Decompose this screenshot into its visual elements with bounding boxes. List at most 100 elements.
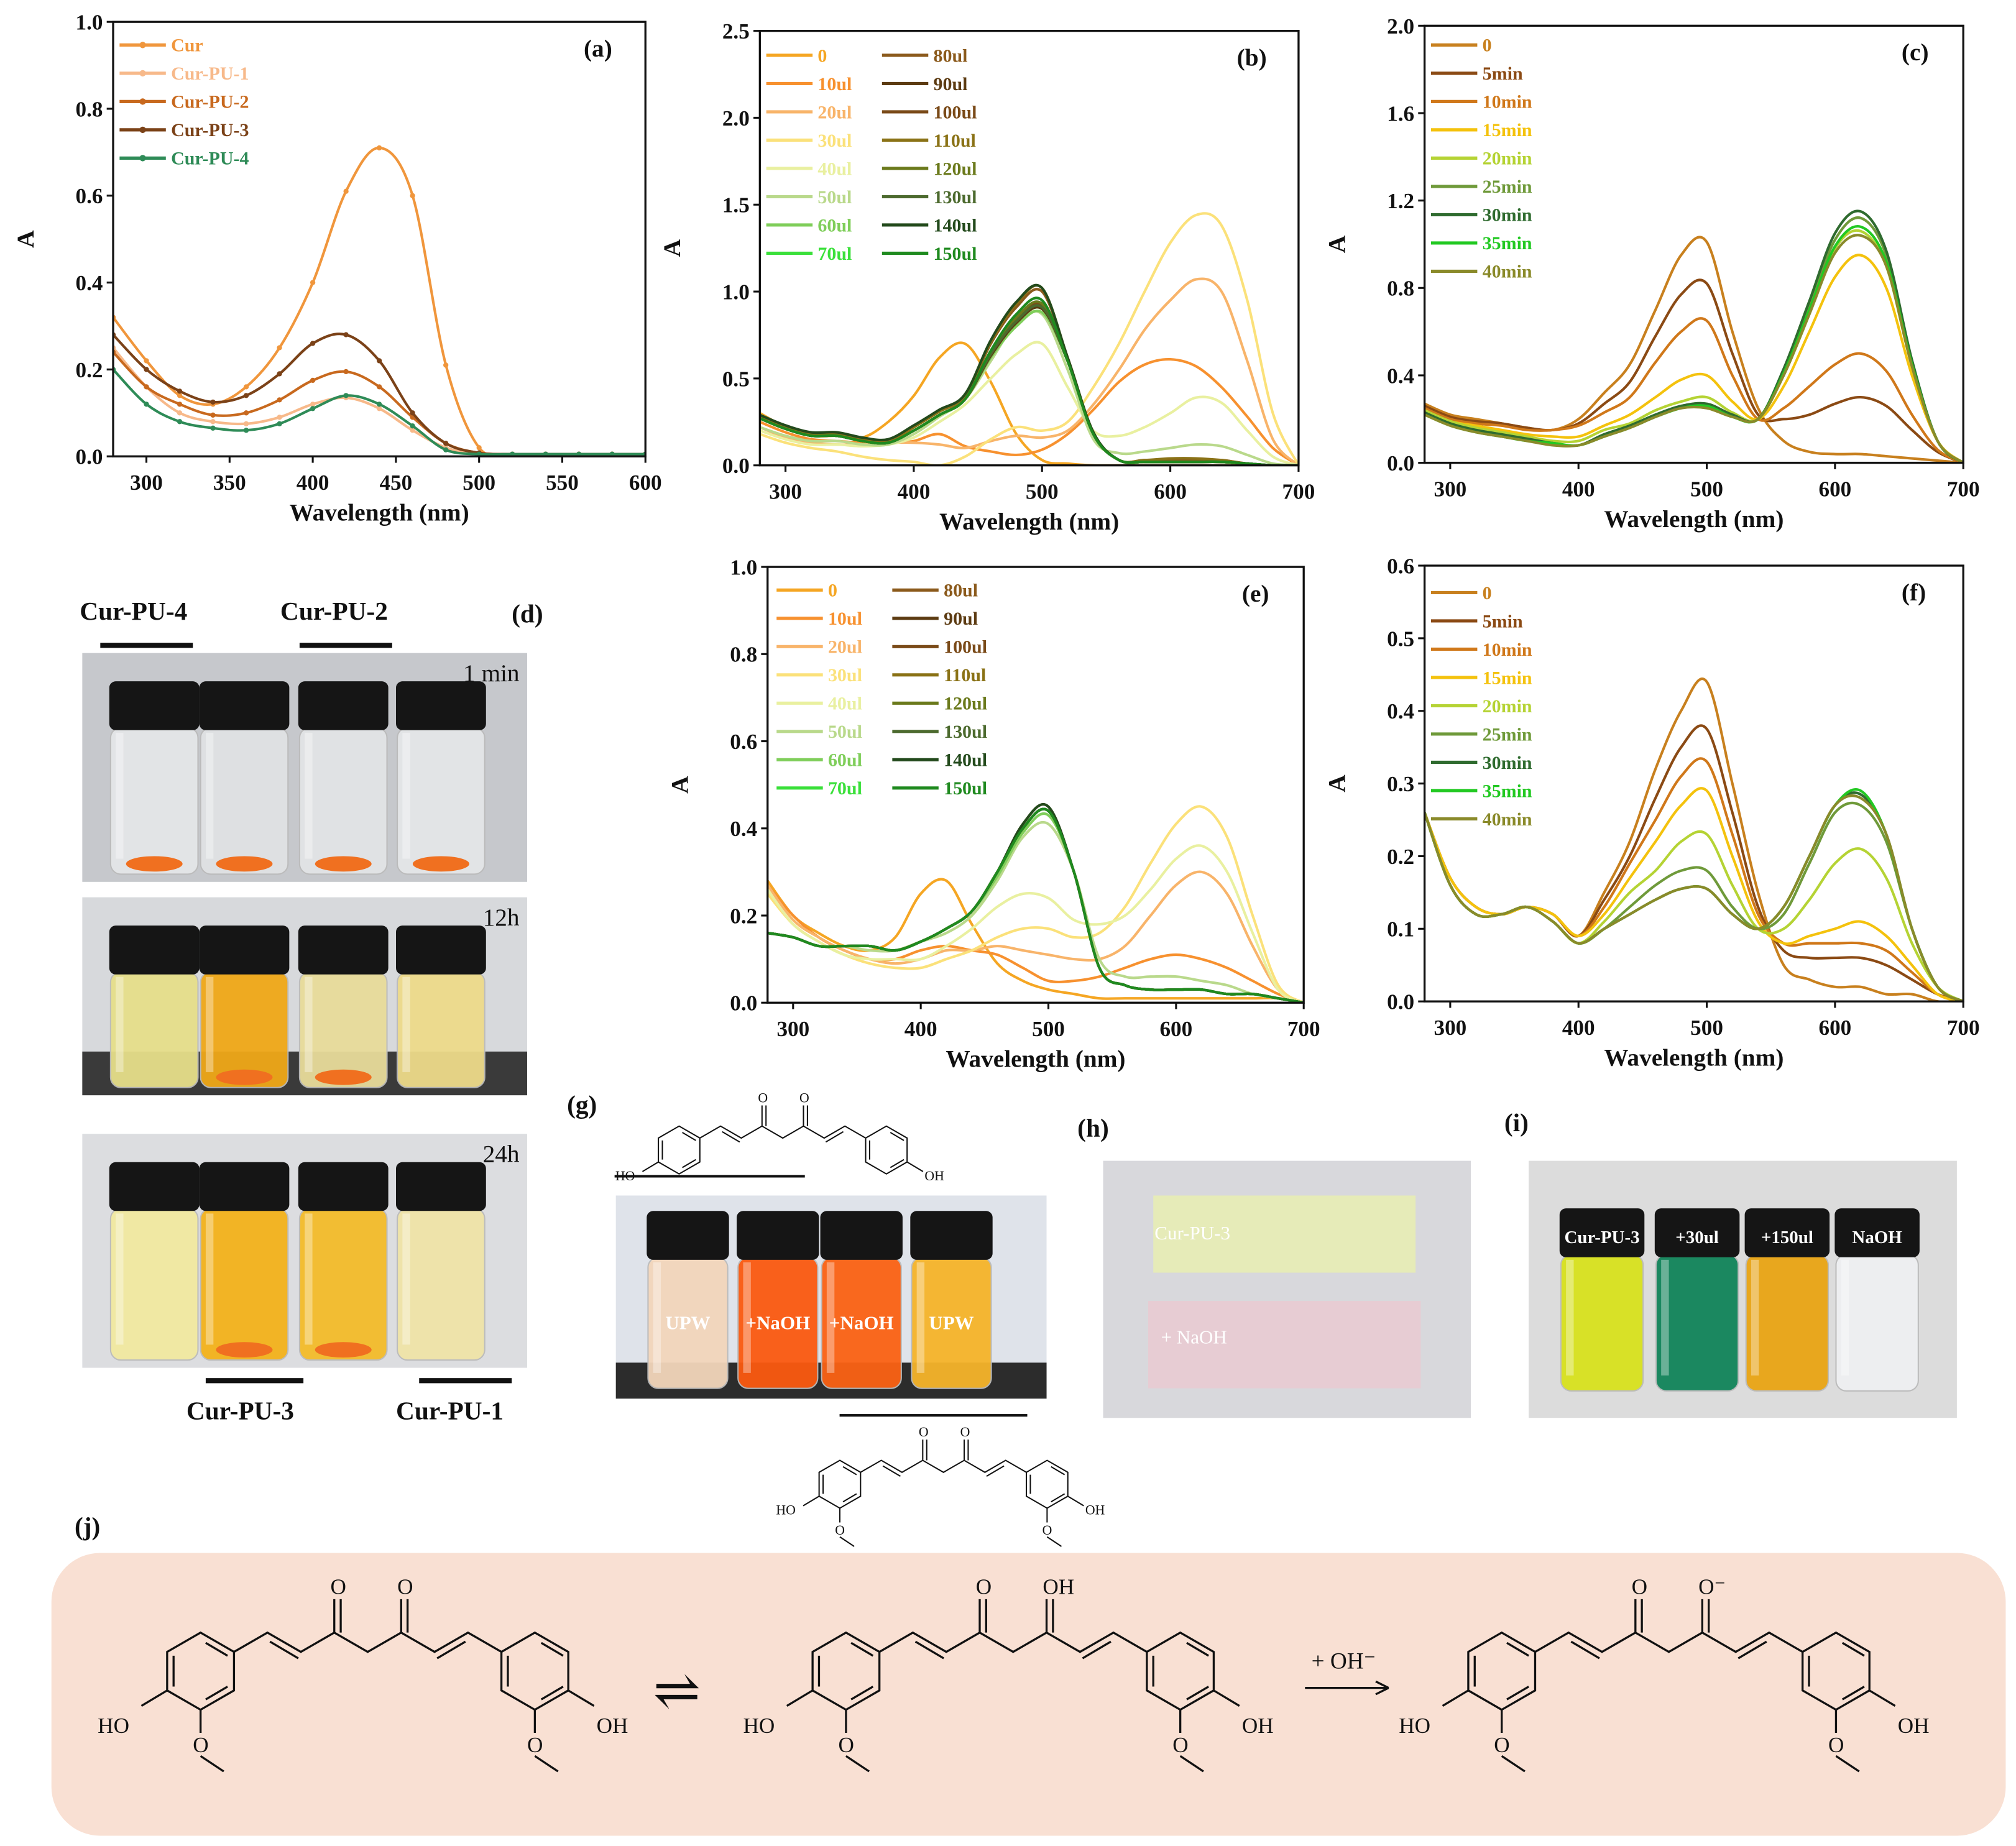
vial-cap xyxy=(647,1211,729,1260)
series-line-150ul xyxy=(760,296,1299,466)
oh-label: OH xyxy=(1898,1714,1930,1738)
ho-label: HO xyxy=(776,1503,795,1518)
legend-item: 150ul xyxy=(892,778,987,799)
methoxy-o-label: O xyxy=(1172,1733,1188,1757)
data-point-Cur-PU-4 xyxy=(243,428,249,433)
data-point-Cur-PU-2 xyxy=(310,377,316,383)
legend-label: 50ul xyxy=(817,187,852,208)
vial-glare xyxy=(916,1262,925,1373)
legend-item: 30min xyxy=(1430,205,1532,226)
vial-label: UPW xyxy=(665,1312,710,1334)
x-tick-label: 550 xyxy=(546,471,579,495)
data-point-Cur xyxy=(243,384,249,390)
plot-frame xyxy=(1423,24,1964,464)
vial-cap xyxy=(298,1162,389,1211)
series-line-120ul xyxy=(767,807,1304,1003)
vial-cap xyxy=(396,925,486,975)
legend-item: 60ul xyxy=(766,215,852,236)
series-lines xyxy=(767,803,1304,1003)
oh-label: OH xyxy=(1085,1503,1105,1518)
legend-label: 130ul xyxy=(934,187,977,208)
methoxy-o-label: O xyxy=(527,1733,543,1757)
legend-label: 70ul xyxy=(817,244,852,264)
series-line-40min xyxy=(1424,234,1964,463)
legend-item: 25min xyxy=(1430,724,1532,745)
legend-item: 35min xyxy=(1430,781,1532,801)
ho-label: HO xyxy=(98,1714,129,1738)
series-lines xyxy=(1424,677,1964,1002)
legend-label: Cur xyxy=(171,35,203,56)
strip-label: + NaOH xyxy=(1161,1326,1227,1348)
data-point-Cur-PU-4 xyxy=(576,451,582,457)
photo-d-row: 1 min xyxy=(82,653,527,882)
sediment xyxy=(216,856,273,872)
x-axis-label: Wavelength (nm) xyxy=(290,500,469,526)
vial-label: +NaOH xyxy=(829,1312,894,1334)
photo-d-row: 12h xyxy=(82,897,527,1096)
o-label: O xyxy=(976,1575,992,1599)
y-tick-label: 0.2 xyxy=(76,358,103,382)
legend-item: 0 xyxy=(1430,583,1492,604)
reaction-scheme-background xyxy=(51,1553,2006,1836)
vial: Cur-PU-3 xyxy=(1559,1208,1645,1392)
x-tick-label: 300 xyxy=(130,471,163,495)
data-point-Cur-PU-4 xyxy=(543,451,548,457)
y-tick-label: 0.6 xyxy=(1387,554,1414,578)
x-tick-label: 500 xyxy=(1690,1016,1723,1040)
legend-label: 120ul xyxy=(934,158,977,179)
vial-body xyxy=(397,1208,486,1361)
legend-label: 150ul xyxy=(944,778,987,799)
data-point-Cur-PU-4 xyxy=(343,393,349,398)
vial-glare xyxy=(653,1262,661,1373)
vial-glare xyxy=(205,732,214,859)
series-line-110ul xyxy=(767,807,1304,1003)
legend-label: 40min xyxy=(1483,809,1532,830)
legend-item: 40min xyxy=(1430,809,1532,830)
vial-label: NaOH xyxy=(1852,1228,1902,1247)
legend: 0 5min 10min 15min 20min 25min 30min 35min 40min xyxy=(1430,35,1532,282)
legend-item: 120ul xyxy=(881,158,977,179)
x-tick-label: 400 xyxy=(904,1017,937,1041)
series-line-150ul xyxy=(767,807,1304,1003)
sediment xyxy=(315,1069,372,1085)
x-tick-label: 450 xyxy=(380,471,413,495)
vial-body xyxy=(298,727,388,875)
legend-label: 30min xyxy=(1483,753,1532,773)
y-tick-label: 0.4 xyxy=(76,271,103,295)
y-tick-label: 0.8 xyxy=(1387,277,1414,301)
legend-item: 10ul xyxy=(766,74,852,94)
series-line-90ul xyxy=(767,803,1304,1003)
curcumin-enolate-structure: HO OH O O⁻ O O xyxy=(1399,1575,1930,1773)
legend-label: 60ul xyxy=(828,750,862,771)
vial-cap xyxy=(199,681,290,730)
data-point-Cur-PU-3 xyxy=(210,399,216,405)
legend-item: 20min xyxy=(1430,149,1532,169)
series-line-5min xyxy=(1424,278,1964,463)
reagent-label: + OH⁻ xyxy=(1312,1649,1376,1674)
o-label: O xyxy=(758,1090,768,1105)
vial-cap xyxy=(199,1162,290,1211)
series-lines xyxy=(760,212,1299,466)
series-line-30ul xyxy=(760,212,1299,466)
data-point-Cur xyxy=(443,362,449,368)
vial xyxy=(298,1162,389,1361)
legend-item: 70ul xyxy=(766,244,852,264)
legend-item: 80ul xyxy=(881,45,968,66)
y-tick-label: 1.5 xyxy=(722,193,750,218)
data-point-Cur xyxy=(476,445,482,451)
plot-frame xyxy=(758,29,1300,467)
o-label: O xyxy=(397,1575,413,1599)
y-tick-label: 0.0 xyxy=(722,454,750,478)
panel-label-g: (g) xyxy=(567,1090,597,1119)
reaction-arrow-icon xyxy=(1305,1680,1389,1696)
legend-label: 100ul xyxy=(944,637,987,658)
vial: UPW xyxy=(910,1211,993,1389)
curcumin-enol-structure: HO OH O OH O O xyxy=(743,1575,1274,1773)
y-axis-label: A xyxy=(659,239,686,257)
vial-glare xyxy=(205,1213,214,1345)
vial xyxy=(396,925,486,1088)
series-line-0 xyxy=(767,878,1304,1003)
vial-glare xyxy=(826,1262,835,1373)
legend-item: 50ul xyxy=(776,722,862,742)
